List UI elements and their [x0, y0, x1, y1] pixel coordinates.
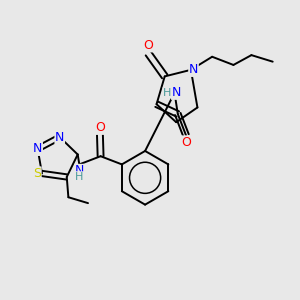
Text: S: S	[33, 167, 41, 180]
Text: H: H	[163, 88, 172, 98]
Text: H: H	[75, 172, 83, 182]
Text: N: N	[33, 142, 42, 155]
Text: N: N	[55, 130, 64, 144]
Text: O: O	[95, 121, 105, 134]
Text: O: O	[143, 39, 153, 52]
Text: O: O	[181, 136, 191, 149]
Text: N: N	[75, 164, 84, 177]
Text: N: N	[189, 63, 198, 76]
Text: N: N	[172, 86, 181, 99]
